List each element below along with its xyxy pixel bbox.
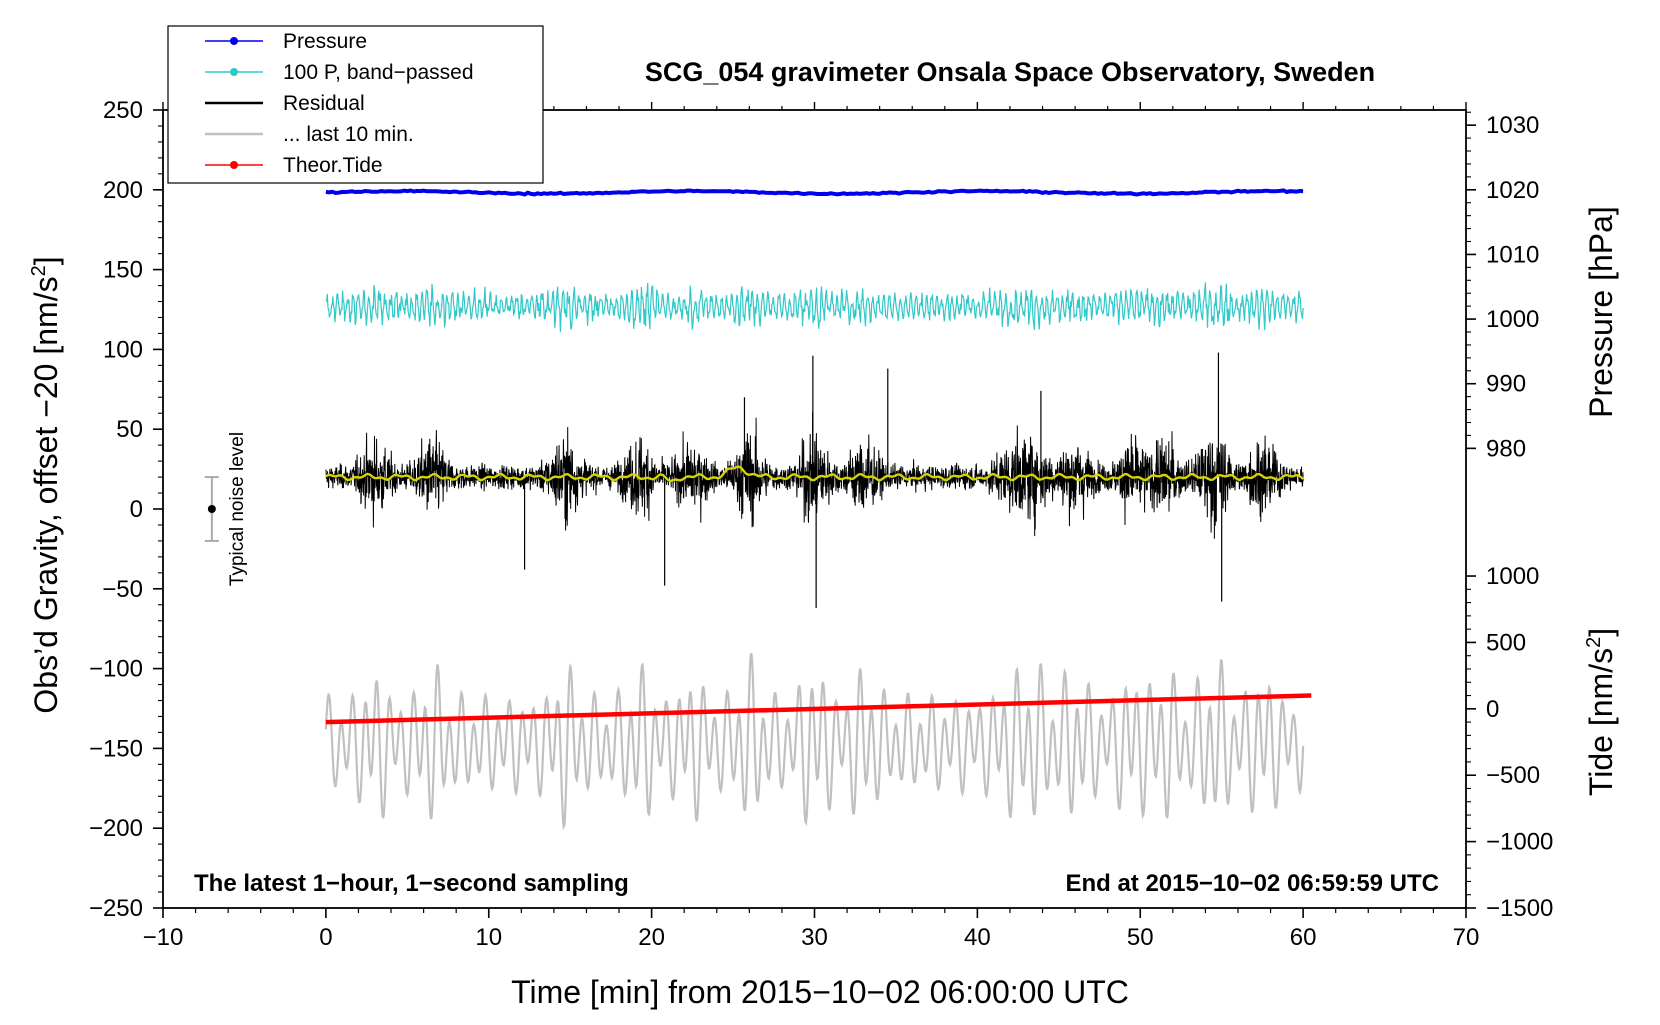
axes-layer: −10 0 10 20 30 40 50 60 70250200150100500−50−100…: [89, 97, 1553, 951]
y-tick-label: 200: [103, 177, 143, 204]
pressure-tick-label: 980: [1486, 435, 1526, 462]
x-tick-label: 40: [964, 924, 991, 951]
legend-swatch-dot: [230, 37, 238, 45]
noise-bar-dot: [207, 505, 216, 513]
y-axis-title-pressure: Pressure [hPa]: [1583, 206, 1619, 418]
legend-label: Pressure: [283, 30, 367, 53]
legend-item: ... last 10 min.: [205, 123, 414, 146]
y-axis-title-left-group: Obs’d Gravity, offset −20 [nm/s2]: [28, 256, 64, 713]
legend-item: Pressure: [205, 30, 367, 53]
y-axis-title-pressure-group: Pressure [hPa]: [1583, 206, 1619, 418]
legend-label: 100 P, band−passed: [283, 61, 474, 84]
y-axis-title-tide-end: ]: [1583, 628, 1619, 637]
footer-right-note: End at 2015−10−02 06:59:59 UTC: [1065, 870, 1439, 897]
y-axis-title-tide-sup: 2: [1583, 637, 1605, 648]
legend-item: Residual: [205, 92, 365, 115]
y-tick-label: −250: [89, 895, 143, 922]
legend-label: ... last 10 min.: [283, 123, 414, 146]
footer-left-note: The latest 1−hour, 1−second sampling: [194, 870, 629, 897]
y-tick-label: −50: [102, 576, 143, 603]
legend-label: Residual: [283, 92, 365, 115]
tide-tick-label: −500: [1486, 762, 1540, 789]
tide-tick-label: 1000: [1486, 563, 1539, 590]
x-tick-label: 60: [1290, 924, 1317, 951]
series-line-pressure: [325, 188, 1304, 197]
x-tick-label: 20: [638, 924, 665, 951]
legend-item: 100 P, band−passed: [205, 61, 474, 84]
y-tick-label: 250: [103, 97, 143, 124]
y-tick-label: 100: [103, 336, 143, 363]
x-tick-label: 50: [1127, 924, 1154, 951]
legend-label: Theor.Tide: [283, 154, 383, 177]
pressure-tick-label: 990: [1486, 371, 1526, 398]
legend-swatch-dot: [230, 161, 238, 169]
y-axis-title-left-sup: 2: [28, 265, 50, 276]
pressure-tick-label: 1020: [1486, 177, 1539, 204]
y-tick-label: 0: [130, 496, 143, 523]
y-tick-label: −150: [89, 735, 143, 762]
tide-tick-label: 500: [1486, 629, 1526, 656]
legend-box: [167, 25, 544, 184]
tide-tick-label: −1000: [1486, 829, 1553, 856]
x-tick-label: 0: [319, 924, 332, 951]
y-axis-title-tide-main: Tide [nm/s: [1583, 648, 1619, 796]
pressure-tick-label: 1010: [1486, 241, 1539, 268]
tide-tick-label: −1500: [1486, 895, 1553, 922]
series-line-band-passed: [325, 282, 1304, 333]
noise-bar-label: Typical noise level: [227, 432, 248, 586]
series-line-residual: [325, 411, 1304, 539]
x-tick-label: 70: [1453, 924, 1480, 951]
y-tick-label: −100: [89, 656, 143, 683]
legend: Pressure 100 P, band−passed Residual ... la…: [167, 25, 544, 184]
y-tick-label: −200: [89, 815, 143, 842]
chart-title: SCG_054 gravimeter Onsala Space Observat…: [645, 57, 1375, 87]
y-tick-label: 50: [116, 416, 143, 443]
y-tick-label: 150: [103, 257, 143, 284]
tide-tick-label: 0: [1486, 696, 1499, 723]
x-tick-label: 10: [475, 924, 502, 951]
noise-bar: Typical noise level: [204, 432, 248, 586]
series-layer: [324, 188, 1312, 831]
y-axis-title-tide-group: Tide [nm/s2]: [1583, 628, 1619, 796]
x-axis-title: Time [min] from 2015−10−02 06:00:00 UTC: [511, 974, 1129, 1010]
y-axis-title-left: Obs’d Gravity, offset −20 [nm/s2]: [28, 256, 64, 713]
y-axis-title-left-end: ]: [28, 256, 64, 265]
y-axis-title-left-main: Obs’d Gravity, offset −20 [nm/s: [28, 276, 64, 713]
pressure-tick-label: 1000: [1486, 306, 1539, 333]
series-line-last-10-min: [324, 652, 1305, 831]
legend-items: Pressure 100 P, band−passed Residual ... la…: [205, 30, 474, 177]
pressure-tick-label: 1030: [1486, 112, 1539, 139]
legend-item: Theor.Tide: [205, 154, 383, 177]
series-line-theor-tide: [325, 693, 1312, 725]
x-tick-label: −10: [143, 924, 184, 951]
series-line-smoothed-residual: [325, 465, 1304, 483]
y-axis-title-tide: Tide [nm/s2]: [1583, 628, 1619, 796]
legend-swatch-dot: [230, 68, 238, 76]
x-tick-label: 30: [801, 924, 828, 951]
